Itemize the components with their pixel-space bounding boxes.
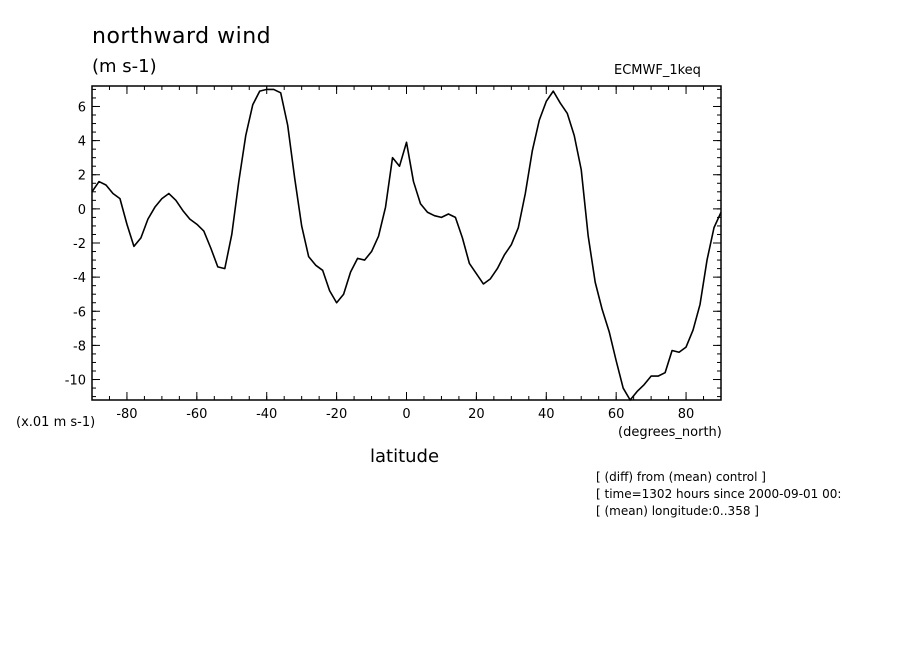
y-tick-label: -6: [73, 305, 86, 320]
y-tick-label: -8: [73, 339, 86, 354]
x-axis-label: latitude: [370, 446, 440, 467]
y-tick-label: 0: [78, 203, 86, 218]
y-tick-label: -10: [65, 374, 86, 389]
y-tick-label: -4: [73, 271, 86, 286]
y-tick-label: 6: [78, 100, 86, 115]
x-tick-label: -60: [186, 407, 207, 422]
y-tick-label: 2: [78, 169, 86, 184]
series-line: [91, 88, 722, 401]
x-units-label: (degrees_north): [618, 425, 722, 440]
y-tick-label: 4: [78, 135, 86, 150]
chart-title: northward wind: [92, 24, 272, 49]
note-time: [ time=1302 hours since 2000-09-01 00:: [596, 487, 842, 501]
x-tick-label: 0: [402, 407, 410, 422]
y-tick-label: -2: [73, 237, 86, 252]
x-tick-label: 60: [608, 407, 625, 422]
chart-units: (m s-1): [92, 56, 157, 77]
axis-ticks: [91, 86, 722, 400]
x-tick-label: 40: [538, 407, 555, 422]
note-diff: [ (diff) from (mean) control ]: [596, 470, 766, 484]
plot-frame: [91, 85, 722, 401]
x-tick-label: -20: [326, 407, 347, 422]
y-scale-label: (x.01 m s-1): [16, 415, 96, 430]
x-tick-label: -40: [256, 407, 277, 422]
x-tick-label: 20: [468, 407, 485, 422]
x-tick-label: 80: [678, 407, 695, 422]
series-layer: [91, 88, 722, 401]
note-longitude: [ (mean) longitude:0..358 ]: [596, 504, 759, 518]
x-tick-label: -80: [116, 407, 137, 422]
dataset-label: ECMWF_1keq: [614, 63, 701, 78]
